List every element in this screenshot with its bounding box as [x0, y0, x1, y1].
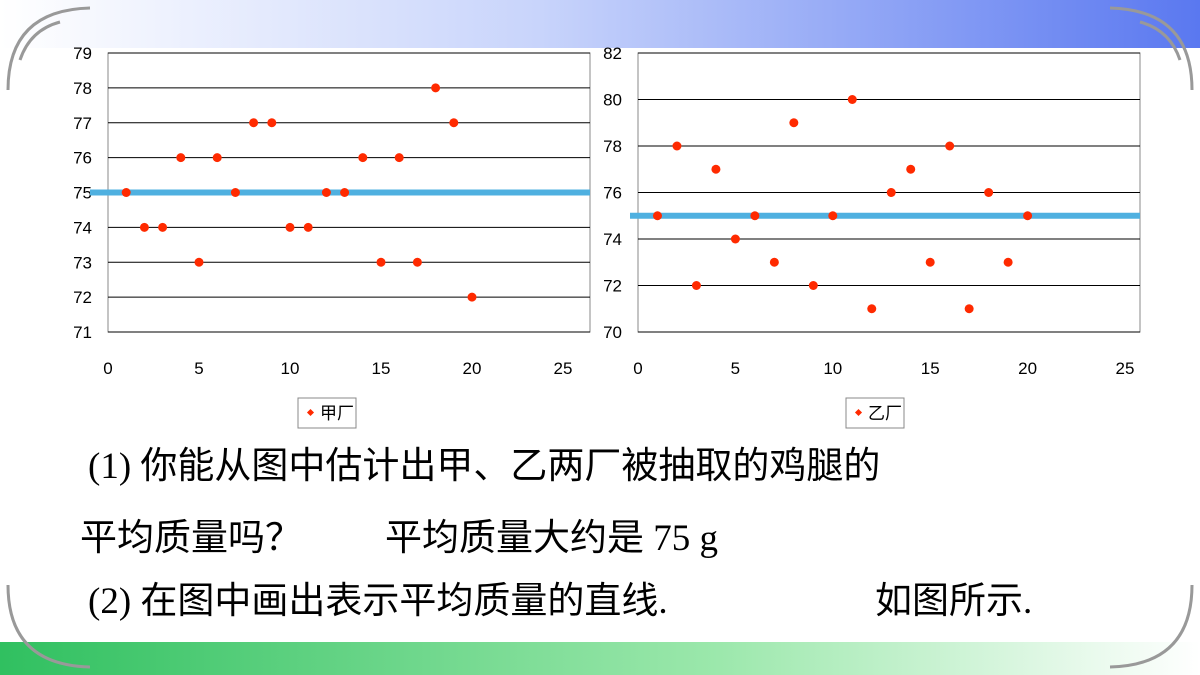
point	[139, 222, 149, 232]
y-tick-label: 76	[73, 149, 92, 168]
x-tick-label: 25	[1116, 359, 1135, 378]
point	[158, 222, 168, 232]
point	[945, 141, 955, 151]
y-tick-label: 74	[73, 218, 92, 237]
x-tick-label: 15	[372, 359, 391, 378]
y-tick-label: 72	[603, 277, 622, 296]
point	[867, 304, 877, 314]
y-tick-label: 82	[603, 44, 622, 63]
top-band	[0, 0, 1200, 48]
y-tick-label: 78	[73, 79, 92, 98]
y-tick-label: 70	[603, 323, 622, 342]
point	[906, 164, 916, 174]
x-tick-label: 0	[633, 359, 642, 378]
point	[769, 257, 779, 267]
point	[730, 234, 740, 244]
question-1: (1) 你能从图中估计出甲、乙两厂被抽取的鸡腿的	[88, 445, 880, 487]
answer-2: 如图所示.	[875, 581, 1032, 622]
point	[394, 153, 404, 163]
x-tick-label: 10	[823, 359, 842, 378]
y-tick-label: 79	[73, 44, 92, 63]
legend-label: 甲厂	[320, 404, 354, 424]
point	[467, 292, 477, 302]
x-tick-label: 5	[194, 359, 203, 378]
y-tick-label: 77	[73, 114, 92, 133]
point	[847, 95, 857, 104]
point	[964, 304, 974, 314]
y-tick-label: 80	[603, 91, 622, 110]
point	[212, 153, 222, 163]
legend-marker	[306, 408, 315, 417]
point	[249, 118, 259, 128]
point	[652, 211, 662, 221]
point	[267, 118, 277, 128]
point	[321, 188, 331, 197]
legend-label: 乙厂	[868, 404, 902, 424]
point	[672, 141, 682, 151]
point	[121, 188, 131, 197]
question-2: (2) 在图中画出表示平均质量的直线.	[88, 580, 668, 622]
point	[412, 257, 422, 267]
point	[230, 188, 240, 197]
point	[984, 188, 994, 197]
point	[925, 257, 935, 267]
x-tick-label: 5	[731, 359, 740, 378]
point	[176, 153, 186, 163]
y-tick-label: 71	[73, 323, 92, 342]
x-tick-label: 25	[554, 359, 573, 378]
bottom-band	[0, 642, 1200, 675]
point	[789, 118, 799, 128]
point	[303, 222, 313, 232]
point	[431, 83, 441, 93]
point	[886, 188, 896, 197]
point	[828, 211, 838, 221]
y-tick-label: 75	[73, 184, 92, 203]
point	[691, 281, 701, 290]
point	[1003, 257, 1013, 267]
x-tick-label: 0	[103, 359, 112, 378]
point	[358, 153, 368, 163]
question-1-end: 平均质量吗？	[80, 518, 302, 559]
y-tick-label: 74	[603, 230, 622, 249]
point	[808, 281, 818, 290]
point	[1023, 211, 1033, 221]
x-tick-label: 15	[921, 359, 940, 378]
x-tick-label: 20	[1018, 359, 1037, 378]
point	[376, 257, 386, 267]
point	[750, 211, 760, 221]
x-tick-label: 10	[281, 359, 300, 378]
point	[340, 188, 350, 197]
answer-1: 平均质量大约是 75 g	[385, 518, 718, 559]
legend-marker	[854, 408, 863, 417]
x-tick-label: 20	[463, 359, 482, 378]
point	[194, 257, 204, 267]
y-tick-label: 78	[603, 137, 622, 156]
point	[711, 164, 721, 174]
y-tick-label: 73	[73, 253, 92, 272]
y-tick-label: 72	[73, 288, 92, 307]
point	[449, 118, 459, 128]
point	[285, 222, 295, 232]
corner-ornaments	[6, 6, 1194, 669]
y-tick-label: 76	[603, 184, 622, 203]
